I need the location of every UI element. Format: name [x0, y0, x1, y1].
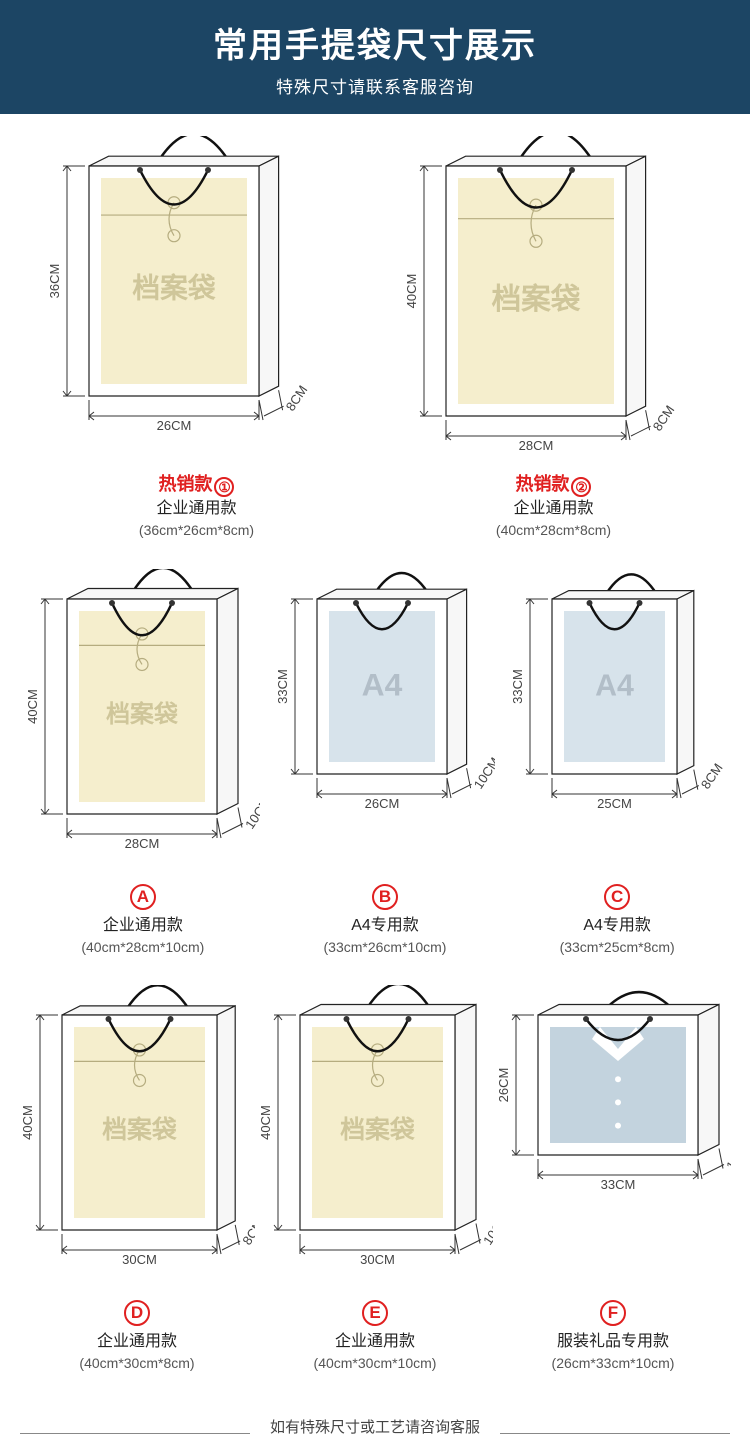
- bag-labels: C A4专用款 (33cm*25cm*8cm): [560, 884, 675, 957]
- bag-name: A4专用款: [560, 914, 675, 937]
- bag-diagram: 档案袋 30CM 40CM 10CM: [258, 985, 493, 1285]
- letter-badge: D: [124, 1300, 150, 1326]
- bag-cell-E: 档案袋 30CM 40CM 10CM E 企业通用款 (40cm*30cm*10…: [258, 985, 493, 1373]
- svg-text:25CM: 25CM: [597, 796, 632, 811]
- bag-dims: (33cm*26cm*10cm): [324, 937, 447, 957]
- svg-text:档案袋: 档案袋: [491, 282, 580, 316]
- svg-text:档案袋: 档案袋: [132, 272, 215, 303]
- header-subtitle: 特殊尺寸请联系客服咨询: [0, 73, 750, 98]
- bag-cell-hot1: 档案袋 26CM 36CM 8CM 热销款① 企业通用款 (36cm*26cm*…: [47, 136, 347, 541]
- bag-cell-hot2: 档案袋 28CM 40CM 8CM 热销款② 企业通用款 (40cm*28cm*…: [404, 136, 704, 541]
- svg-text:26CM: 26CM: [496, 1068, 511, 1103]
- svg-text:10CM: 10CM: [471, 754, 495, 791]
- bag-cell-F: 33CM 26CM 10CM F 服装礼品专用款 (26cm*33cm*10cm…: [496, 985, 731, 1373]
- bag-labels: F 服装礼品专用款 (26cm*33cm*10cm): [552, 1300, 675, 1373]
- svg-text:8CM: 8CM: [697, 760, 724, 791]
- bag-name: 企业通用款: [139, 497, 254, 520]
- bag-diagram: 档案袋 28CM 40CM 8CM: [404, 136, 704, 456]
- bag-labels: A 企业通用款 (40cm*28cm*10cm): [81, 884, 204, 957]
- svg-text:40CM: 40CM: [25, 689, 40, 724]
- bag-dims: (33cm*25cm*8cm): [560, 937, 675, 957]
- letter-badge: A: [130, 884, 156, 910]
- bag-diagram: 档案袋 28CM 40CM 10CM: [25, 569, 260, 869]
- svg-text:8CM: 8CM: [239, 1217, 255, 1248]
- bag-dims: (40cm*30cm*8cm): [79, 1353, 194, 1373]
- footnote: 如有特殊尺寸或工艺请咨询客服: [0, 1412, 750, 1455]
- svg-text:36CM: 36CM: [47, 264, 62, 299]
- bag-labels: 热销款① 企业通用款 (36cm*26cm*8cm): [139, 471, 254, 541]
- svg-text:30CM: 30CM: [360, 1252, 395, 1267]
- svg-text:26CM: 26CM: [156, 418, 191, 433]
- svg-text:26CM: 26CM: [365, 796, 400, 811]
- svg-text:40CM: 40CM: [404, 274, 419, 309]
- svg-text:A4: A4: [362, 666, 403, 702]
- bag-name: 企业通用款: [79, 1330, 194, 1353]
- bag-diagram: A4 25CM 33CM 8CM: [510, 569, 725, 869]
- bag-cell-A: 档案袋 28CM 40CM 10CM A 企业通用款 (40cm*28cm*10…: [25, 569, 260, 957]
- header: 常用手提袋尺寸展示 特殊尺寸请联系客服咨询: [0, 0, 750, 114]
- bag-name: 服装礼品专用款: [552, 1330, 675, 1353]
- bag-diagram: A4 26CM 33CM 10CM: [275, 569, 495, 869]
- bag-dims: (40cm*28cm*8cm): [496, 520, 611, 540]
- svg-text:10CM: 10CM: [480, 1211, 493, 1248]
- svg-text:档案袋: 档案袋: [106, 699, 178, 727]
- svg-text:28CM: 28CM: [125, 836, 160, 851]
- bag-name: 企业通用款: [81, 914, 204, 937]
- bag-cell-D: 档案袋 30CM 40CM 8CM D 企业通用款 (40cm*30cm*8cm…: [20, 985, 255, 1373]
- bag-name: 企业通用款: [314, 1330, 437, 1353]
- bag-dims: (26cm*33cm*10cm): [552, 1353, 675, 1373]
- bag-name: 企业通用款: [496, 497, 611, 520]
- bag-diagram: 档案袋 30CM 40CM 8CM: [20, 985, 255, 1285]
- bag-labels: 热销款② 企业通用款 (40cm*28cm*8cm): [496, 471, 611, 541]
- svg-text:8CM: 8CM: [282, 383, 310, 414]
- letter-badge: C: [604, 884, 630, 910]
- bag-labels: D 企业通用款 (40cm*30cm*8cm): [79, 1300, 194, 1373]
- bag-labels: E 企业通用款 (40cm*30cm*10cm): [314, 1300, 437, 1373]
- bag-cell-B: A4 26CM 33CM 10CM B A4专用款 (33cm*26cm*10c…: [275, 569, 495, 957]
- bag-diagram: 档案袋 26CM 36CM 8CM: [47, 136, 347, 456]
- hot-badge: 热销款①: [139, 471, 254, 497]
- bag-grid: 档案袋 26CM 36CM 8CM 热销款① 企业通用款 (36cm*26cm*…: [0, 114, 750, 1412]
- svg-text:档案袋: 档案袋: [102, 1115, 177, 1144]
- svg-text:33CM: 33CM: [510, 669, 525, 704]
- header-title: 常用手提袋尺寸展示: [0, 18, 750, 67]
- svg-text:10CM: 10CM: [723, 1136, 731, 1173]
- svg-text:10CM: 10CM: [242, 794, 260, 831]
- footnote-text: 如有特殊尺寸或工艺请咨询客服: [270, 1419, 480, 1436]
- bag-dims: (40cm*28cm*10cm): [81, 937, 204, 957]
- bag-cell-C: A4 25CM 33CM 8CM C A4专用款 (33cm*25cm*8cm): [510, 569, 725, 957]
- svg-text:40CM: 40CM: [20, 1105, 35, 1140]
- bag-dims: (40cm*30cm*10cm): [314, 1353, 437, 1373]
- svg-text:30CM: 30CM: [122, 1252, 157, 1267]
- svg-text:档案袋: 档案袋: [340, 1115, 415, 1144]
- letter-badge: E: [362, 1300, 388, 1326]
- hot-badge: 热销款②: [496, 471, 611, 497]
- letter-badge: B: [372, 884, 398, 910]
- bag-name: A4专用款: [324, 914, 447, 937]
- bag-diagram: 33CM 26CM 10CM: [496, 985, 731, 1285]
- svg-text:33CM: 33CM: [600, 1177, 635, 1192]
- svg-text:8CM: 8CM: [649, 403, 677, 434]
- svg-text:28CM: 28CM: [518, 438, 553, 453]
- svg-text:A4: A4: [595, 669, 634, 702]
- svg-text:40CM: 40CM: [258, 1105, 273, 1140]
- bag-dims: (36cm*26cm*8cm): [139, 520, 254, 540]
- bag-labels: B A4专用款 (33cm*26cm*10cm): [324, 884, 447, 957]
- letter-badge: F: [600, 1300, 626, 1326]
- svg-text:33CM: 33CM: [275, 669, 290, 704]
